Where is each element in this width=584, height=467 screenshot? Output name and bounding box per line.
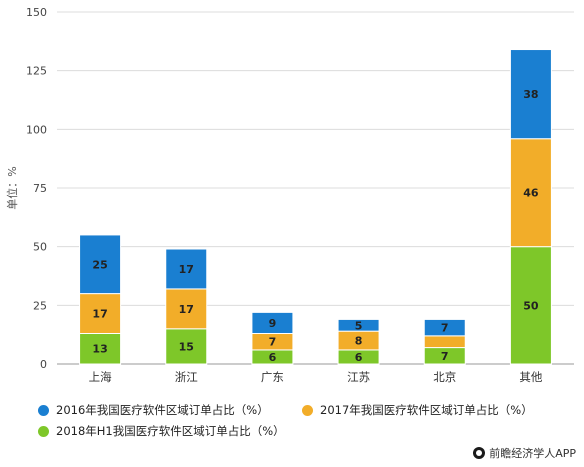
y-tick-label: 0	[40, 358, 47, 371]
bar-segment	[79, 293, 122, 334]
y-tick-label: 100	[26, 123, 47, 136]
bar-data-label: 7	[269, 336, 277, 349]
bar-data-label: 7	[441, 350, 449, 363]
x-tick-label: 北京	[433, 370, 456, 384]
bar-data-label: 6	[269, 351, 277, 364]
bar-segment	[337, 318, 380, 332]
bar-data-label: 5	[355, 319, 363, 332]
x-tick-label: 浙江	[175, 370, 198, 384]
bar-data-label: 25	[92, 258, 107, 271]
bar-data-label: 15	[179, 340, 194, 353]
y-tick-label: 50	[33, 241, 47, 254]
bar-data-label: 6	[355, 351, 363, 364]
y-tick-label: 125	[26, 65, 47, 78]
bar-segment	[509, 49, 552, 140]
y-tick-label: 25	[33, 299, 47, 312]
bar-segment	[423, 335, 466, 349]
gridlines	[57, 11, 574, 365]
legend-swatch-2016	[38, 404, 49, 416]
footer-source: 前瞻经济学人APP	[473, 445, 576, 461]
x-tick-label: 其他	[519, 370, 542, 384]
bar-data-label: 13	[92, 343, 107, 356]
legend-label-2016: 2016年我国医疗软件区域订单占比（%）	[56, 403, 269, 417]
bar-segment	[165, 248, 208, 290]
bar-data-label: 38	[523, 88, 538, 101]
legend-item-2018[interactable]: 2018年H1我国医疗软件区域订单占比（%）	[38, 423, 285, 439]
legend-item-2016[interactable]: 2016年我国医疗软件区域订单占比（%）	[38, 402, 269, 418]
bar-data-label: 8	[355, 335, 363, 348]
y-axis-label: 单位：%	[5, 166, 19, 209]
legend-label-2018: 2018年H1我国医疗软件区域订单占比（%）	[56, 424, 285, 438]
x-tick-label: 江苏	[347, 370, 370, 384]
x-tick-labels: 上海 浙江 广东 江苏 北京 其他	[89, 370, 543, 384]
footer-source-text: 前瞻经济学人APP	[489, 447, 576, 460]
bar-data-label: 46	[523, 187, 539, 200]
bar-data-label: 17	[179, 263, 194, 276]
bar-segment	[251, 311, 294, 334]
bars: 13 17 25 15 17 17 6 7 9 6 8 5 7 7 50 46 38	[79, 49, 552, 365]
legend-swatch-2018	[38, 425, 49, 437]
app-logo-icon	[473, 447, 486, 459]
bar-data-label: 17	[92, 308, 107, 321]
bar-data-label: 17	[179, 303, 194, 316]
y-tick-label: 75	[33, 182, 47, 195]
bar-segment	[165, 328, 208, 365]
legend-item-2017[interactable]: 2017年我国医疗软件区域订单占比（%）	[302, 402, 533, 418]
bar-segment	[423, 318, 466, 337]
y-tick-label: 150	[26, 6, 47, 19]
bar-data-label: 50	[523, 299, 539, 312]
legend-swatch-2017	[302, 404, 313, 416]
bar-data-label: 9	[269, 317, 277, 330]
x-tick-label: 上海	[89, 370, 112, 384]
bar-segment	[165, 288, 208, 330]
x-tick-label: 广东	[261, 370, 284, 384]
legend-label-2017: 2017年我国医疗软件区域订单占比（%）	[320, 403, 533, 417]
bar-segment	[509, 138, 552, 248]
bar-segment	[79, 234, 122, 295]
bar-segment	[79, 332, 122, 365]
y-tick-labels: 0 25 50 75 100 125 150	[26, 6, 47, 371]
bar-data-label: 7	[441, 322, 449, 335]
bar-segment	[509, 246, 552, 365]
